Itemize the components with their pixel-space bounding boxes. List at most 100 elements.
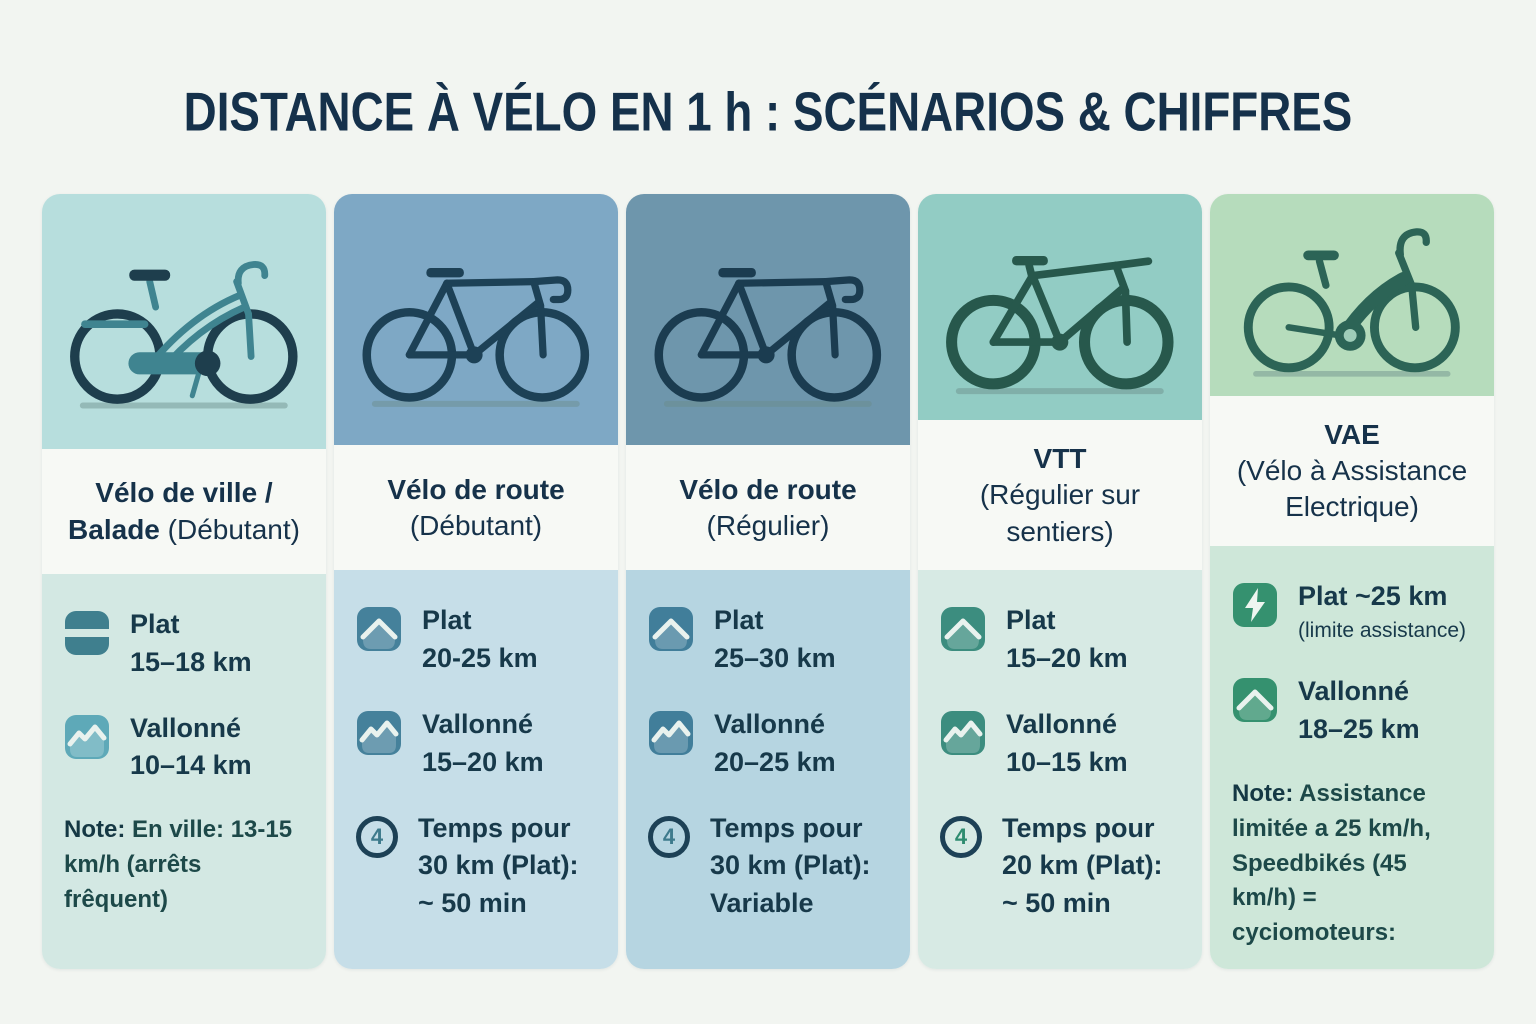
page-title: DISTANCE À VÉLO EN 1 h : SCÉNARIOS & CHI…: [183, 81, 1353, 144]
city-bike-icon: [70, 261, 298, 409]
stat-hilly: Vallonné 20–25 km: [648, 706, 888, 782]
stat-value: 10–15 km: [1006, 746, 1128, 777]
stat-flat: Plat 20-25 km: [356, 602, 596, 678]
column-road-bike-regular: Vélo de route (Régulier) Plat 25–30 km: [626, 194, 910, 969]
road-bike-illustration: [626, 194, 910, 446]
stat-text: Temps pour 20 km (Plat): ~ 50 min: [1002, 810, 1180, 923]
road-bike-icon: [654, 268, 882, 407]
column-qualifier: (Vélo à Assistance Electrique): [1236, 455, 1468, 523]
column-qualifier: (Régulier sur sentiers): [979, 479, 1141, 547]
electric-bike-illustration: [1210, 194, 1494, 397]
column-title-card: Vélo de route (Régulier): [626, 445, 910, 571]
stat-time: 4 Temps pour 30 km (Plat): Variable: [648, 810, 888, 923]
stat-time: 4 Temps pour 20 km (Plat): ~ 50 min: [940, 810, 1180, 923]
stat-label: Vallonné: [1298, 676, 1410, 707]
stat-label: Vallonné: [714, 709, 826, 740]
badge-number: 4: [954, 823, 968, 849]
column-note: Note: En ville: 13-15 km/h (arrêts frêqu…: [64, 813, 304, 917]
count-4-badge: 4: [356, 815, 398, 858]
stat-text: Temps pour 30 km (Plat): ~ 50 min: [418, 810, 596, 923]
bolt-icon: [1233, 583, 1277, 628]
column-name: Vélo de route: [387, 473, 565, 505]
stat-label: Plat: [714, 605, 764, 636]
count-4-badge: 4: [648, 815, 690, 858]
stat-label: Plat: [130, 609, 180, 639]
stat-value: ~ 50 min: [1002, 888, 1111, 919]
note-label: Note:: [64, 816, 126, 844]
stat-flat-assist: Plat ~25 km (limite assistance): [1232, 578, 1472, 645]
stat-value: 25–30 km: [714, 643, 836, 674]
stat-value: 20–25 km: [714, 746, 836, 777]
stat-label: Plat: [1006, 605, 1056, 636]
column-qualifier: (Débutant): [167, 513, 300, 545]
peak-terrain-icon: [357, 607, 401, 652]
stat-time: 4 Temps pour 30 km (Plat): ~ 50 min: [356, 810, 596, 923]
column-road-bike-beginner: Vélo de route (Débutant) Plat 20-25 km: [334, 194, 618, 969]
stat-flat: Plat 15–20 km: [940, 602, 1180, 678]
stat-value: 15–18 km: [130, 646, 252, 677]
column-title: VTT (Régulier sur sentiers): [930, 441, 1190, 550]
scenario-columns: Vélo de ville / Balade (Débutant) Plat 1…: [42, 194, 1494, 969]
stat-text: Vallonné 20–25 km: [714, 706, 836, 782]
column-stats: Plat ~25 km (limite assistance) Vallonné…: [1210, 546, 1494, 969]
stat-value: 10–14 km: [130, 750, 252, 781]
hilly-terrain-icon: [649, 711, 693, 756]
column-stats: Plat 20-25 km Vallonné 15–20 km: [334, 570, 618, 969]
stat-hilly: Vallonné 10–14 km: [64, 710, 304, 786]
note-text: En ville: 13-15 km/h (arrêts frêquent): [64, 816, 293, 913]
peak-terrain-icon: [649, 607, 693, 652]
hilly-terrain-icon: [941, 711, 985, 756]
column-stats: Plat 15–20 km Vallonné 10–15 km: [918, 570, 1202, 969]
column-title: Vélo de route (Débutant): [387, 472, 564, 545]
column-stats: Plat 25–30 km Vallonné 20–25 km: [626, 570, 910, 969]
stat-text: Plat 20-25 km: [422, 602, 538, 678]
column-title-card: Vélo de route (Débutant): [334, 445, 618, 571]
column-qualifier: (Débutant): [409, 509, 543, 541]
stat-label: Vallonné: [130, 712, 242, 743]
stat-hilly: Vallonné 10–15 km: [940, 706, 1180, 782]
column-name: Vélo de ville / Balade: [68, 477, 273, 545]
stat-label: Temps pour 30 km (Plat):: [710, 812, 871, 881]
column-note: Note: Assistance limitée a 25 km/h, Spee…: [1232, 777, 1472, 951]
column-name: VTT: [1033, 442, 1087, 474]
column-title-card: VTT (Régulier sur sentiers): [918, 420, 1202, 571]
column-title: VAE (Vélo à Assistance Electrique): [1222, 417, 1482, 526]
stat-label: Temps pour 30 km (Plat):: [418, 812, 579, 881]
stat-sub: (limite assistance): [1298, 619, 1467, 643]
stat-label: Plat ~25 km: [1298, 581, 1448, 612]
peak-terrain-icon: [941, 607, 985, 652]
hilly-terrain-icon: [65, 714, 109, 759]
stat-text: Plat 15–20 km: [1006, 602, 1128, 678]
stat-value: ~ 50 min: [418, 888, 527, 919]
stat-text: Vallonné 15–20 km: [422, 706, 544, 782]
stat-flat: Plat 25–30 km: [648, 602, 888, 678]
road-bike-illustration: [334, 194, 618, 446]
stat-text: Vallonné 10–15 km: [1006, 706, 1128, 782]
column-electric-bike: VAE (Vélo à Assistance Electrique) Plat …: [1210, 194, 1494, 969]
column-title: Vélo de route (Régulier): [679, 472, 856, 545]
column-mountain-bike: VTT (Régulier sur sentiers) Plat 15–20 k…: [918, 194, 1202, 969]
city-bike-illustration: [42, 194, 326, 449]
note-label: Note:: [1232, 780, 1294, 808]
badge-number: 4: [370, 823, 384, 849]
stat-value: 15–20 km: [1006, 643, 1128, 674]
stat-value: 20-25 km: [422, 643, 538, 674]
column-title-card: Vélo de ville / Balade (Débutant): [42, 449, 326, 574]
hilly-terrain-icon: [357, 711, 401, 756]
electric-bike-icon: [1244, 228, 1460, 377]
stat-text: Vallonné 18–25 km: [1298, 673, 1420, 749]
count-4-badge: 4: [940, 815, 982, 858]
stat-text: Temps pour 30 km (Plat): Variable: [710, 810, 888, 923]
road-bike-icon: [362, 268, 590, 407]
stat-label: Vallonné: [422, 709, 534, 740]
column-name: VAE: [1324, 418, 1380, 450]
peak-terrain-icon: [1233, 678, 1277, 723]
column-city-bike: Vélo de ville / Balade (Débutant) Plat 1…: [42, 194, 326, 969]
column-qualifier: (Régulier): [706, 509, 830, 541]
mountain-bike-icon: [946, 255, 1174, 394]
stat-hilly: Vallonné 15–20 km: [356, 706, 596, 782]
badge-number: 4: [662, 823, 676, 849]
stat-flat: Plat 15–18 km: [64, 606, 304, 682]
stat-text: Plat 25–30 km: [714, 602, 836, 678]
